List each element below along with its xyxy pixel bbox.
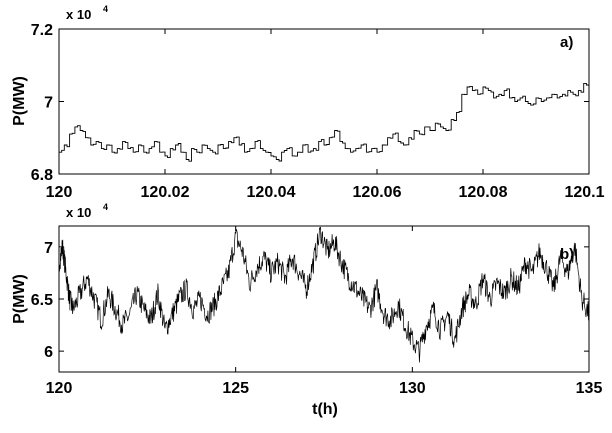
panel-b-xlabel: t(h)	[312, 401, 338, 418]
panel-a-scale-base: x 10	[66, 7, 91, 22]
panel-b-ylabel: P(MW)	[11, 274, 28, 324]
panel-b-xtick-label: 125	[222, 380, 249, 397]
panel-a-ytick-label: 7.2	[31, 22, 53, 39]
panel-b-frame	[58, 225, 590, 373]
panel-a-series-line	[59, 82, 590, 162]
panel-a: 120 120.02 120.04 120.06 120.08 120.16.877.2 …	[11, 4, 605, 201]
panel-b-ytick-label: 6	[44, 344, 53, 361]
panel-b-scale-exponent: 4	[103, 202, 108, 212]
panel-b-xtick-label: 130	[399, 380, 426, 397]
panel-b-ytick-label: 7	[44, 240, 53, 257]
panel-a-xtick-label: 120.02	[141, 184, 190, 201]
panel-b-scale-base: x 10	[66, 205, 91, 220]
panel-a-xtick-label: 120.08	[459, 184, 508, 201]
panel-a-ticks: 120 120.02 120.04 120.06 120.08 120.1 6.8 7 7.2	[31, 22, 605, 201]
panel-b-label: b)	[560, 246, 574, 263]
panel-a-ytick-label: 6.8	[31, 167, 53, 184]
panel-a-scale-exponent: 4	[103, 4, 108, 14]
panel-a-frame	[58, 28, 590, 175]
panel-a-xtick-label: 120.04	[247, 184, 296, 201]
panel-a-xtick-label: 120	[46, 184, 73, 201]
panel-b: 120 125 130 135 6 6.5 7 P(MW) x 10 4 b) t(h)	[11, 202, 602, 418]
panel-b-xtick-label: 120	[46, 380, 73, 397]
panel-b-ytick-label: 6.5	[31, 292, 53, 309]
panel-a-ylabel: P(MW)	[11, 76, 28, 126]
panel-a-xtick-label: 120.06	[353, 184, 402, 201]
panel-a-label: a)	[560, 34, 573, 51]
panel-a-ytick-label: 7	[44, 95, 53, 112]
panel-b-series-line	[58, 226, 590, 363]
panel-b-xtick-label: 135	[576, 380, 603, 397]
panel-a-xtick-label: 120.1	[564, 184, 604, 201]
panel-b-ticks: 120 125 130 135 6 6.5 7	[31, 226, 603, 397]
